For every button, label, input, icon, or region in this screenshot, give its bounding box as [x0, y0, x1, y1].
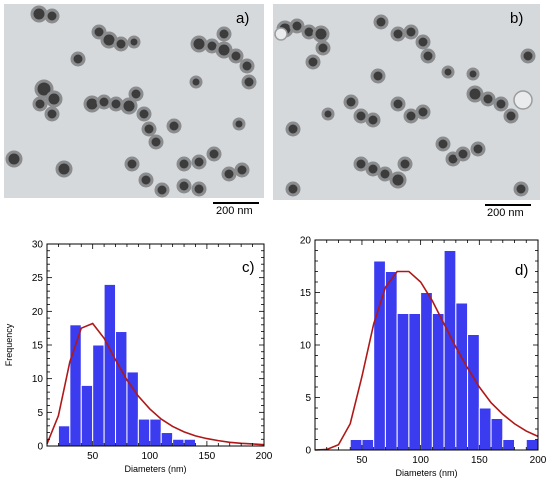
hist-c-letter: c) [242, 259, 255, 276]
hist-d-ytick-label: 15 [300, 288, 312, 299]
hist-c-ytick-label: 25 [32, 273, 44, 284]
hist-c-xtick-label: 100 [141, 451, 158, 462]
hist-d-bar-9 [455, 302, 469, 451]
scale-label-b: 200 nm [487, 207, 524, 219]
hist-d-ytick-label: 10 [300, 341, 312, 352]
hist-c-bar-8 [149, 418, 162, 447]
scale-bar-a [213, 202, 259, 204]
hist-c-ytick-label: 15 [32, 341, 44, 352]
hist-c-xtick-label: 150 [199, 451, 216, 462]
hist-d-ytick-label: 5 [305, 393, 311, 404]
hist-c-xtick-label: 50 [87, 451, 99, 462]
micrograph-a-texture [5, 5, 257, 198]
micrograph-a-letter: a) [236, 10, 250, 27]
hist-c-bar-3 [92, 344, 105, 447]
hist-c-bar-11 [183, 438, 196, 447]
hist-c-ytick-label: 10 [32, 374, 44, 385]
hist-c-bar-10 [172, 438, 185, 447]
hist-d-bar-14 [525, 439, 539, 451]
hist-c-bar-4 [103, 283, 117, 447]
hist-d-bar-8 [443, 250, 457, 451]
hist-d-bar-11 [478, 407, 492, 451]
hist-d-bar-10 [467, 334, 480, 451]
hist-c-ytick-label: 5 [37, 408, 43, 419]
hist-c-xlabel: Diameters (nm) [124, 464, 186, 474]
hist-d-bar-12 [490, 418, 504, 451]
micrograph-b [273, 4, 540, 200]
hist-d-ytick-label: 20 [300, 236, 312, 247]
hist-d-fit-curve [314, 270, 539, 451]
hist-c-xtick-label: 200 [256, 451, 273, 462]
hist-d-bar-7 [431, 313, 445, 451]
hist-c-bar-7 [137, 418, 151, 447]
hist-c-bar-2 [80, 384, 94, 447]
hist-c-ytick-label: 20 [32, 307, 44, 318]
hist-d-ytick-label: 0 [305, 446, 311, 457]
hist-d-bar-6 [420, 292, 433, 451]
hist-d-bar-1 [361, 439, 375, 451]
hist-d-bar-4 [396, 313, 410, 451]
micrograph-b-texture [274, 14, 536, 197]
micrograph-a [4, 4, 264, 198]
hist-d-bar-5 [408, 313, 422, 451]
hist-d-xlabel: Diameters (nm) [395, 468, 457, 478]
hist-d-letter: d) [515, 262, 528, 279]
hist-d-bar-0 [349, 439, 363, 451]
hist-d-xtick-label: 150 [471, 455, 488, 466]
hist-d-xtick-label: 200 [530, 455, 547, 466]
hist-c-ylabel: Frequency [4, 323, 14, 366]
hist-c-fit-curve [46, 322, 265, 446]
hist-d-xtick-label: 100 [412, 455, 429, 466]
hist-d-bar-2 [373, 260, 386, 451]
scale-label-a: 200 nm [216, 205, 253, 217]
scale-bar-b [485, 204, 531, 206]
hist-c-bar-5 [115, 331, 128, 447]
hist-d-bar-13 [502, 439, 516, 451]
hist-c-bar-9 [160, 432, 174, 447]
hist-d-bar-3 [384, 271, 398, 451]
hist-c-bar-0 [57, 425, 71, 447]
hist-c-ytick-label: 30 [32, 240, 44, 251]
hist-d-xtick-label: 50 [356, 455, 368, 466]
hist-c-ytick-label: 0 [37, 442, 43, 453]
micrograph-b-letter: b) [510, 10, 524, 27]
